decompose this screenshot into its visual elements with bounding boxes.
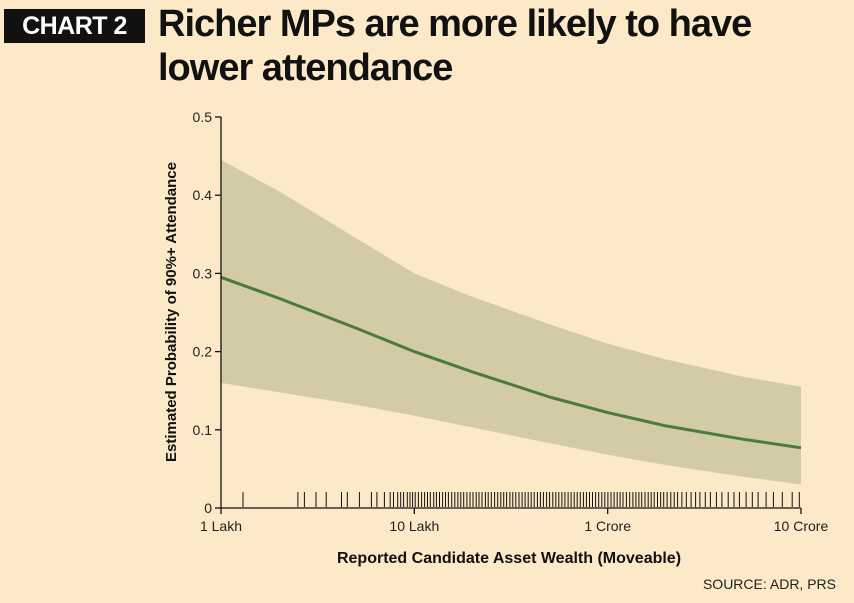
x-ticks: 1 Lakh 10 Lakh 1 Crore 10 Crore bbox=[200, 508, 828, 534]
chart-title: Richer MPs are more likely to have lower… bbox=[158, 3, 752, 89]
fitted-line bbox=[220, 275, 802, 450]
x-tick-label: 1 Crore bbox=[584, 518, 631, 534]
confidence-band bbox=[221, 160, 801, 485]
y-tick-label: 0.1 bbox=[193, 422, 213, 438]
chart-badge: CHART 2 bbox=[4, 9, 145, 43]
y-tick-label: 0.3 bbox=[193, 265, 213, 281]
y-ticks: 0 0.1 0.2 0.3 0.4 0.5 bbox=[193, 109, 221, 516]
x-tick-label: 10 Lakh bbox=[389, 518, 439, 534]
x-axis-label: Reported Candidate Asset Wealth (Moveabl… bbox=[337, 550, 681, 567]
rug-ticks bbox=[242, 492, 800, 507]
y-tick-label: 0.2 bbox=[193, 344, 213, 360]
y-tick-label: 0 bbox=[204, 500, 212, 516]
y-tick-label: 0.5 bbox=[193, 109, 213, 125]
y-tick-label: 0.4 bbox=[193, 187, 213, 203]
y-axis-label: Estimated Probability of 90%+ Attendance bbox=[163, 162, 180, 462]
x-tick-label: 10 Crore bbox=[774, 518, 829, 534]
x-tick-label: 1 Lakh bbox=[200, 518, 242, 534]
source-note: SOURCE: ADR, PRS bbox=[702, 576, 836, 592]
